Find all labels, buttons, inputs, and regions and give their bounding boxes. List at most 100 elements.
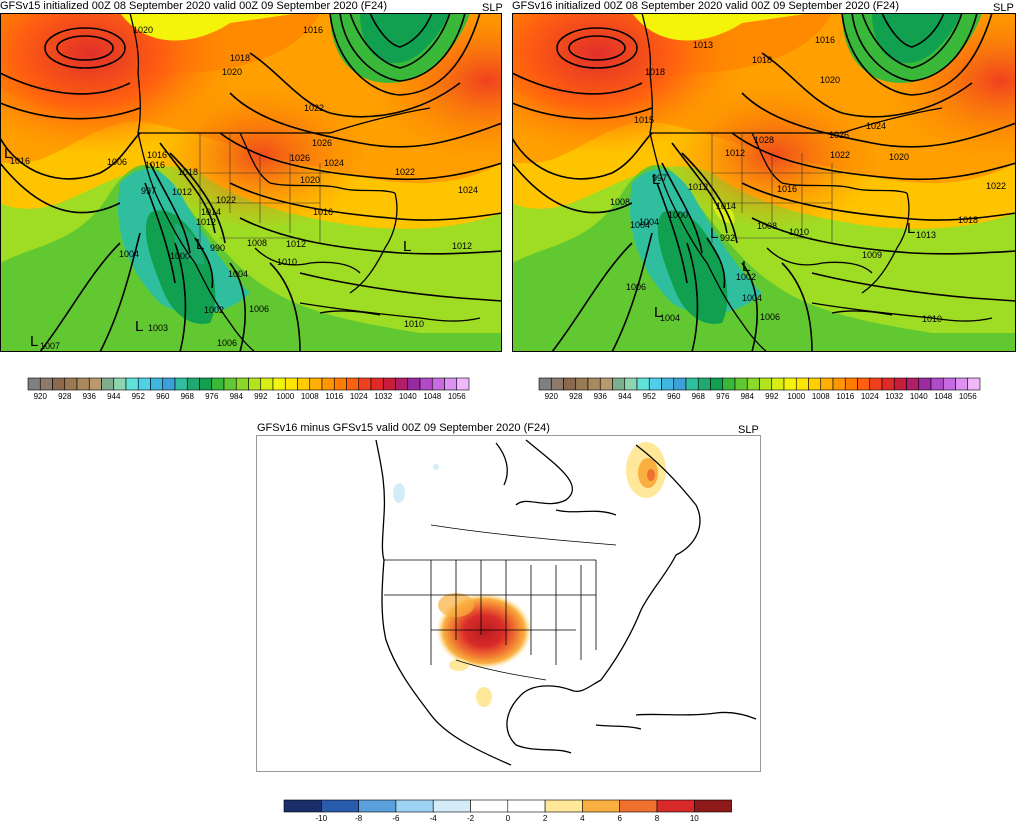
colorbar-label: 1008 bbox=[301, 392, 319, 401]
isobar-label: 1012 bbox=[196, 217, 216, 227]
isobar-label: 1004 bbox=[660, 313, 680, 323]
colorbar-swatch bbox=[636, 377, 650, 391]
colorbar-swatch bbox=[544, 799, 583, 813]
diff-colorbar: -10 -8 -6 -4 -2 0 2 4 6 8 10 bbox=[283, 799, 734, 824]
colorbar-swatch bbox=[783, 377, 797, 391]
colorbar-swatch bbox=[395, 377, 409, 391]
isobar-label: 1016 bbox=[777, 184, 797, 194]
colorbar-swatch bbox=[599, 377, 613, 391]
isobar-label: 1012 bbox=[286, 239, 306, 249]
colorbar-label: 1048 bbox=[423, 392, 441, 401]
low-marker: L bbox=[742, 258, 750, 275]
colorbar-swatch bbox=[27, 377, 41, 391]
colorbar-swatch bbox=[431, 377, 445, 391]
colorbar-swatch bbox=[722, 377, 736, 391]
isobar-label: 1024 bbox=[324, 158, 344, 168]
colorbar-label: 920 bbox=[34, 392, 48, 401]
right-panel-title: GFSv16 initialized 00Z 08 September 2020… bbox=[512, 0, 900, 12]
isobar-label: 1024 bbox=[866, 121, 886, 131]
isobar-label: 1016 bbox=[815, 35, 835, 45]
colorbar-swatch bbox=[881, 377, 895, 391]
colorbar-swatch bbox=[942, 377, 956, 391]
colorbar-swatch bbox=[186, 377, 200, 391]
colorbar-swatch bbox=[661, 377, 675, 391]
isobar-label: 1003 bbox=[148, 323, 168, 333]
colorbar-swatch bbox=[346, 377, 360, 391]
isobar-label: 1004 bbox=[228, 269, 248, 279]
colorbar-label: 1032 bbox=[885, 392, 903, 401]
colorbar-label: 1040 bbox=[399, 392, 417, 401]
colorbar-label: 976 bbox=[205, 392, 219, 401]
isobar-label: 1000 bbox=[668, 210, 688, 220]
isobar-label: 1012 bbox=[452, 241, 472, 251]
left-panel-title: GFSv15 initialized 00Z 08 September 2020… bbox=[0, 0, 388, 12]
isobar-label: 1004 bbox=[630, 220, 650, 230]
colorbar-label: 1040 bbox=[910, 392, 928, 401]
colorbar-swatch bbox=[832, 377, 846, 391]
isobar-label: 1022 bbox=[395, 167, 415, 177]
colorbar-swatch bbox=[563, 377, 577, 391]
colorbar-swatch bbox=[619, 799, 658, 813]
colorbar-swatch bbox=[283, 799, 322, 813]
colorbar-swatch bbox=[710, 377, 724, 391]
colorbar-swatch bbox=[321, 377, 335, 391]
isobar-label: 1015 bbox=[634, 115, 654, 125]
colorbar-label: 1048 bbox=[934, 392, 952, 401]
colorbar-swatch bbox=[284, 377, 298, 391]
left-panel-variable: SLP bbox=[482, 2, 503, 14]
colorbar-swatch bbox=[260, 377, 274, 391]
colorbar-swatch bbox=[320, 799, 359, 813]
diff-slp-map bbox=[256, 435, 761, 772]
colorbar-swatch bbox=[199, 377, 213, 391]
low-marker: L bbox=[710, 225, 718, 242]
isobar-label: 1024 bbox=[458, 185, 478, 195]
colorbar-swatch bbox=[52, 377, 66, 391]
isobar-label: 1000 bbox=[170, 251, 190, 261]
colorbar-swatch bbox=[656, 799, 695, 813]
colorbar-label: 952 bbox=[643, 392, 657, 401]
colorbar-label: 968 bbox=[692, 392, 706, 401]
colorbar-swatch bbox=[575, 377, 589, 391]
colorbar-swatch bbox=[893, 377, 907, 391]
colorbar-swatch bbox=[746, 377, 760, 391]
low-marker: L bbox=[135, 318, 143, 335]
colorbar-swatch bbox=[507, 799, 546, 813]
isobar-label: 1006 bbox=[760, 312, 780, 322]
colorbar-label: 0 bbox=[506, 814, 511, 823]
colorbar-label: -8 bbox=[355, 814, 363, 823]
isobar-label: 997 bbox=[652, 173, 667, 183]
colorbar-label: -2 bbox=[467, 814, 475, 823]
colorbar-label: 968 bbox=[181, 392, 195, 401]
colorbar-swatch bbox=[395, 799, 434, 813]
colorbar-label: 936 bbox=[594, 392, 608, 401]
isobar-label: 1026 bbox=[290, 153, 310, 163]
colorbar-swatch bbox=[211, 377, 225, 391]
isobar-label: 1018 bbox=[958, 215, 978, 225]
isobar-label: 1006 bbox=[626, 282, 646, 292]
isobar-label: 1016 bbox=[147, 150, 167, 160]
isobar-label: 1018 bbox=[645, 67, 665, 77]
isobar-label: 997 bbox=[141, 186, 156, 196]
isobar-label: 1008 bbox=[757, 221, 777, 231]
colorbar-label: 1000 bbox=[276, 392, 294, 401]
colorbar-swatch bbox=[759, 377, 773, 391]
colorbar-swatch bbox=[456, 377, 470, 391]
colorbar-label: 984 bbox=[230, 392, 244, 401]
colorbar-swatch bbox=[808, 377, 822, 391]
colorbar-swatch bbox=[685, 377, 699, 391]
diff-panel-title: GFSv16 minus GFSv15 valid 00Z 09 Septemb… bbox=[257, 422, 550, 434]
isobar-label: 1022 bbox=[216, 195, 236, 205]
isobar-label: 1016 bbox=[313, 207, 333, 217]
colorbar-label: 1016 bbox=[836, 392, 854, 401]
colorbar-swatch bbox=[358, 799, 397, 813]
colorbar-swatch bbox=[795, 377, 809, 391]
colorbar-swatch bbox=[930, 377, 944, 391]
isobar-label: 1013 bbox=[916, 230, 936, 240]
isobar-label: 1010 bbox=[404, 319, 424, 329]
colorbar-swatch bbox=[857, 377, 871, 391]
colorbar-label: 936 bbox=[83, 392, 97, 401]
colorbar-label: 1056 bbox=[959, 392, 977, 401]
colorbar-label: 960 bbox=[667, 392, 681, 401]
colorbar-swatch bbox=[382, 377, 396, 391]
colorbar-swatch bbox=[358, 377, 372, 391]
